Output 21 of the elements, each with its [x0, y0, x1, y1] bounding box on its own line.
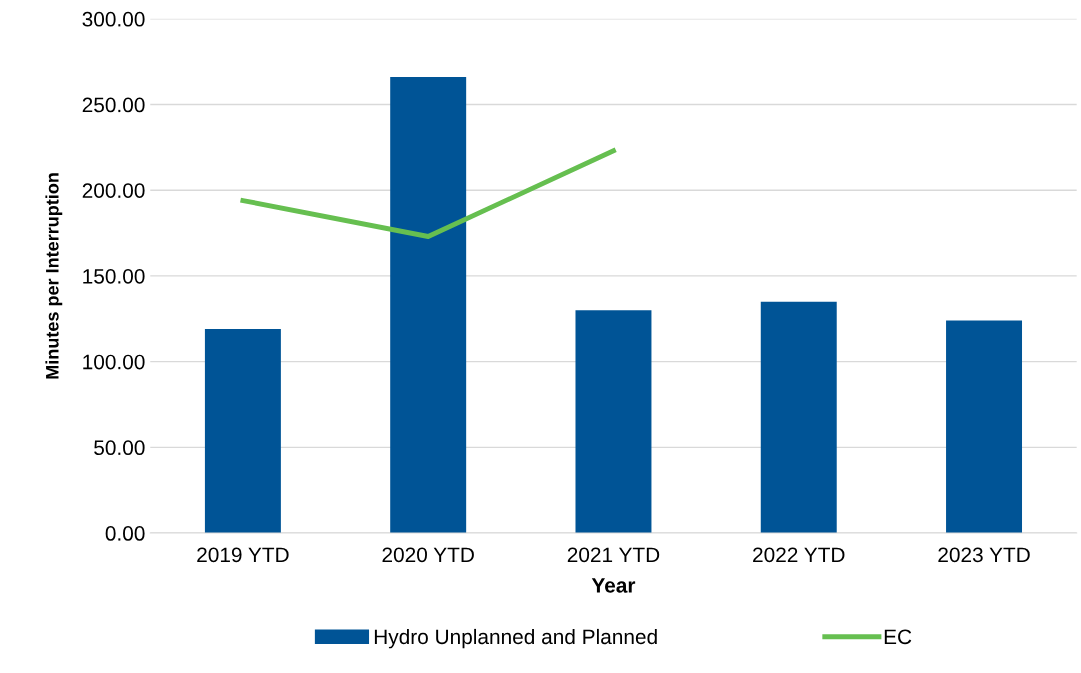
x-tick-label: 2019 YTD [197, 547, 289, 563]
y-tick-label: 50.00 [94, 440, 145, 456]
y-tick-label: 200.00 [82, 183, 145, 198]
y-tick-label: 0.00 [105, 526, 145, 541]
bar [204, 329, 281, 534]
legend-label: EC [884, 629, 912, 645]
bar [575, 310, 652, 534]
y-tick-label: 100.00 [83, 354, 145, 370]
legend-label: Hydro Unplanned and Planned [374, 628, 657, 649]
y-tick-label: 300.00 [82, 11, 145, 27]
y-axis-title: Minutes per Interruption [45, 173, 63, 379]
x-axis-title: Year [591, 578, 636, 593]
bar [760, 301, 837, 534]
x-tick-label: 2020 YTD [382, 547, 474, 563]
y-tick-label: 150.00 [83, 268, 145, 284]
y-tick-label: 250.00 [82, 97, 145, 113]
bar [390, 77, 467, 534]
x-tick-label: 2021 YTD [567, 547, 660, 563]
bar [946, 320, 1023, 534]
x-tick-label: 2022 YTD [753, 547, 845, 563]
x-tick-label: 2023 YTD [938, 547, 1030, 563]
